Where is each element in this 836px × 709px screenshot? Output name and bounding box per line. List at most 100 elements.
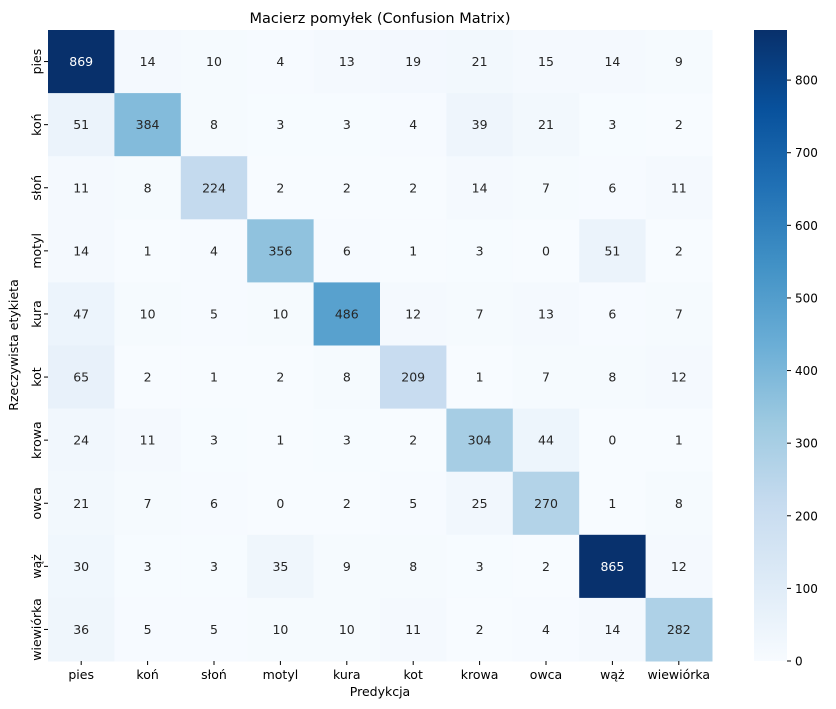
cell-value-label: 486 xyxy=(335,306,359,321)
x-tick-label: owca xyxy=(530,667,562,682)
heatmap-cell xyxy=(48,93,115,157)
cell-value-label: 7 xyxy=(542,370,550,385)
cell-value-label: 1 xyxy=(276,433,284,448)
cell-value-label: 9 xyxy=(675,54,683,69)
heatmap-cell xyxy=(114,597,182,662)
heatmap-cell xyxy=(247,30,315,94)
colorbar-tick-label: 300 xyxy=(795,437,818,451)
cell-value-label: 3 xyxy=(343,117,351,132)
cell-value-label: 0 xyxy=(276,496,284,511)
x-tick-label: wiewiórka xyxy=(648,667,711,682)
heatmap-cell xyxy=(579,345,647,410)
cell-value-label: 8 xyxy=(608,370,616,385)
heatmap-cell xyxy=(512,282,580,346)
y-tick-label: wąż xyxy=(29,554,44,579)
cell-value-label: 10 xyxy=(206,54,222,69)
cell-value-label: 14 xyxy=(604,622,620,637)
heatmap-cell xyxy=(180,156,248,220)
heatmap-cell xyxy=(180,282,248,346)
cell-value-label: 1 xyxy=(675,433,683,448)
y-tick-label: motyl xyxy=(29,233,44,269)
y-tick-label: koń xyxy=(29,113,44,135)
heatmap-cell xyxy=(180,30,248,94)
heatmap-cell xyxy=(579,30,647,94)
heatmap-cell xyxy=(313,30,381,94)
cell-value-label: 3 xyxy=(276,117,284,132)
heatmap-cell xyxy=(446,93,514,157)
cell-value-label: 39 xyxy=(472,117,488,132)
cell-value-label: 3 xyxy=(144,559,152,574)
heatmap-cell xyxy=(48,219,115,283)
heatmap-cell xyxy=(180,408,248,473)
heatmap-cell xyxy=(380,93,447,157)
heatmap-cell xyxy=(645,93,713,157)
heatmap-cell xyxy=(247,345,315,410)
cell-value-label: 8 xyxy=(675,496,683,511)
cell-value-label: 21 xyxy=(472,54,488,69)
colorbar-tick-label: 400 xyxy=(795,364,818,378)
y-axis-label: Rzeczywista etykieta xyxy=(6,279,21,410)
cell-value-label: 36 xyxy=(73,622,89,637)
heatmap-cell xyxy=(446,156,514,220)
chart-title: Macierz pomyłek (Confusion Matrix) xyxy=(249,11,510,27)
heatmap-cell xyxy=(313,156,381,220)
cell-value-label: 7 xyxy=(476,306,484,321)
cell-value-label: 8 xyxy=(144,180,152,195)
heatmap-cell xyxy=(380,408,447,473)
heatmap-cell xyxy=(579,219,647,283)
heatmap-cell xyxy=(380,219,447,283)
heatmap-cell xyxy=(579,408,647,473)
cell-value-label: 8 xyxy=(210,117,218,132)
cell-value-label: 11 xyxy=(140,433,156,448)
cell-value-label: 21 xyxy=(73,496,89,511)
heatmap-cell xyxy=(579,597,647,662)
heatmap-cell xyxy=(579,282,647,346)
heatmap-cell xyxy=(48,30,115,94)
heatmap-cell xyxy=(180,345,248,410)
heatmap-cell xyxy=(512,471,580,536)
cell-value-label: 10 xyxy=(140,306,156,321)
cell-value-label: 8 xyxy=(343,370,351,385)
cell-value-label: 2 xyxy=(542,559,550,574)
heatmap-cell xyxy=(512,156,580,220)
cell-value-label: 1 xyxy=(144,243,152,258)
heatmap-cell xyxy=(48,408,115,473)
cell-value-label: 270 xyxy=(534,496,558,511)
heatmap-cell xyxy=(114,93,182,157)
heatmap-cell xyxy=(512,408,580,473)
heatmap-cell xyxy=(247,471,315,536)
heatmap-cell xyxy=(114,30,182,94)
cell-value-label: 13 xyxy=(538,306,554,321)
heatmap-cell xyxy=(114,282,182,346)
heatmap-cell xyxy=(579,471,647,536)
cell-value-label: 6 xyxy=(343,243,351,258)
cell-value-label: 5 xyxy=(210,622,218,637)
heatmap-cell xyxy=(114,408,182,473)
y-tick-label: krowa xyxy=(29,421,44,459)
heatmap-cell xyxy=(247,408,315,473)
heatmap-cell xyxy=(313,282,381,346)
x-tick-label: wąż xyxy=(600,667,625,682)
cell-value-label: 19 xyxy=(405,54,421,69)
cell-value-label: 2 xyxy=(476,622,484,637)
colorbar: 0 100 200 300 400 500 600 700 800 xyxy=(754,30,818,669)
cell-value-label: 35 xyxy=(272,559,288,574)
cell-value-label: 384 xyxy=(136,117,160,132)
cell-value-label: 24 xyxy=(73,433,89,448)
cell-value-label: 3 xyxy=(608,117,616,132)
heatmap-cell xyxy=(645,534,713,599)
cell-value-label: 9 xyxy=(343,559,351,574)
heatmap-cell xyxy=(180,597,248,662)
cell-value-label: 5 xyxy=(210,306,218,321)
cell-value-label: 14 xyxy=(140,54,156,69)
heatmap-cell xyxy=(114,471,182,536)
y-tick-label: owca xyxy=(29,487,44,519)
x-tick-label: słoń xyxy=(201,667,227,682)
cell-value-label: 2 xyxy=(675,243,683,258)
colorbar-tick-label: 600 xyxy=(795,219,818,233)
cell-value-label: 4 xyxy=(409,117,417,132)
cell-value-label: 13 xyxy=(339,54,355,69)
cell-value-label: 1 xyxy=(476,370,484,385)
